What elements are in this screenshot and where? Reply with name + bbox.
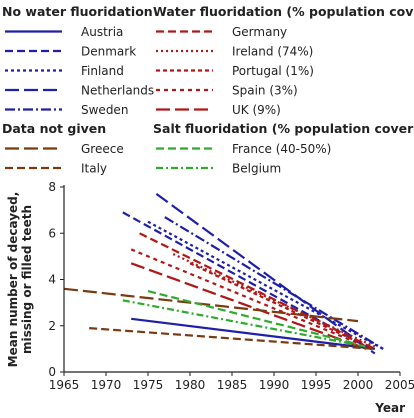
series-layer: [63, 193, 384, 355]
legend-entry-italy: Italy: [5, 162, 107, 176]
legend-label: Sweden: [81, 103, 128, 117]
series-line-sweden: [164, 216, 384, 350]
x-tick-label: 1965: [49, 378, 80, 392]
legend-label: Germany: [232, 25, 287, 39]
legend-entry-netherlands: Netherlands: [5, 84, 154, 98]
legend-label: Ireland (74%): [232, 45, 313, 59]
legend-group-data-not-given: Data not given Greece Italy: [2, 121, 124, 176]
series-line-netherlands: [155, 193, 376, 355]
legend-label: Spain (3%): [232, 84, 298, 98]
legend-entry-finland: Finland: [5, 64, 124, 78]
y-tick-label: 6: [48, 226, 56, 240]
series-line-france-40-50: [147, 290, 359, 346]
series-line-austria: [131, 317, 375, 350]
legend-group-title: No water fluoridation: [2, 4, 153, 19]
legend-label: Belgium: [232, 162, 281, 176]
legend-group-no-water-fluoridation: No water fluoridation Austria Denmark Finla…: [2, 4, 154, 117]
series-line-belgium: [122, 299, 367, 348]
y-tick-label: 2: [48, 319, 56, 333]
x-tick-label: 1990: [259, 378, 290, 392]
x-tick-label: 1980: [175, 378, 206, 392]
legend-group-salt-fluoridation-population-covered: Salt fluoridation (% population covered)…: [153, 121, 414, 176]
axes: 1965 1970 1975 1980 1985 1990 1995 2000 2005 0 2 4 6…: [48, 180, 414, 392]
y-tick-label: 4: [48, 273, 56, 287]
y-tick-label: 8: [48, 180, 56, 194]
legend-entry-belgium: Belgium: [156, 162, 281, 176]
legend: No water fluoridation Austria Denmark Finla…: [2, 4, 414, 176]
series-line-finland: [147, 220, 384, 350]
legend-entry-france-40-50: France (40-50%): [156, 142, 331, 156]
legend-label: UK (9%): [232, 103, 281, 117]
x-tick-label: 2000: [343, 378, 374, 392]
legend-entry-denmark: Denmark: [5, 45, 136, 59]
x-tick-label: 1985: [217, 378, 248, 392]
legend-entry-austria: Austria: [5, 25, 123, 39]
legend-group-title: Water fluoridation (% population covered…: [153, 4, 414, 19]
legend-entry-greece: Greece: [5, 142, 124, 156]
legend-entry-sweden: Sweden: [5, 103, 128, 117]
legend-group-title: Data not given: [2, 121, 106, 136]
legend-label: France (40-50%): [232, 142, 331, 156]
series-line-spain-3: [130, 248, 367, 348]
series-line-germany: [139, 232, 376, 350]
legend-entry-uk-9: UK (9%): [156, 103, 281, 117]
legend-label: Portugal (1%): [232, 64, 314, 78]
legend-label: Austria: [81, 25, 123, 39]
y-axis-label-line-1: Mean number of decayed,: [6, 192, 20, 368]
x-tick-label: 1970: [91, 378, 122, 392]
y-axis-label-line-2: missing or filled teeth: [20, 205, 34, 354]
x-axis-label: Year: [374, 401, 405, 415]
legend-label: Italy: [81, 162, 107, 176]
x-tick-label: 2005: [385, 378, 414, 392]
series-line-portugal-1: [189, 262, 359, 343]
legend-label: Netherlands: [81, 84, 154, 98]
series-line-greece: [63, 287, 359, 323]
series-line-ireland-74: [172, 253, 376, 348]
x-tick-label: 1995: [301, 378, 332, 392]
plot-area: 1965 1970 1975 1980 1985 1990 1995 2000 2005 0 2 4 6…: [48, 180, 414, 392]
y-axis-label: Mean number of decayed,missing or filled…: [6, 192, 34, 368]
x-tick-label: 1975: [133, 378, 164, 392]
legend-group-water-fluoridation-population-covered: Water fluoridation (% population covered…: [153, 4, 414, 117]
y-tick-label: 0: [48, 365, 56, 379]
legend-label: Finland: [81, 64, 124, 78]
series-line-uk-9: [130, 262, 367, 350]
legend-entry-spain-3: Spain (3%): [156, 84, 298, 98]
legend-label: Greece: [81, 142, 124, 156]
legend-entry-ireland-74: Ireland (74%): [156, 45, 313, 59]
legend-group-title: Salt fluoridation (% population covered): [153, 121, 414, 136]
legend-entry-portugal-1: Portugal (1%): [156, 64, 314, 78]
legend-entry-germany: Germany: [156, 25, 287, 39]
legend-label: Denmark: [81, 45, 136, 59]
